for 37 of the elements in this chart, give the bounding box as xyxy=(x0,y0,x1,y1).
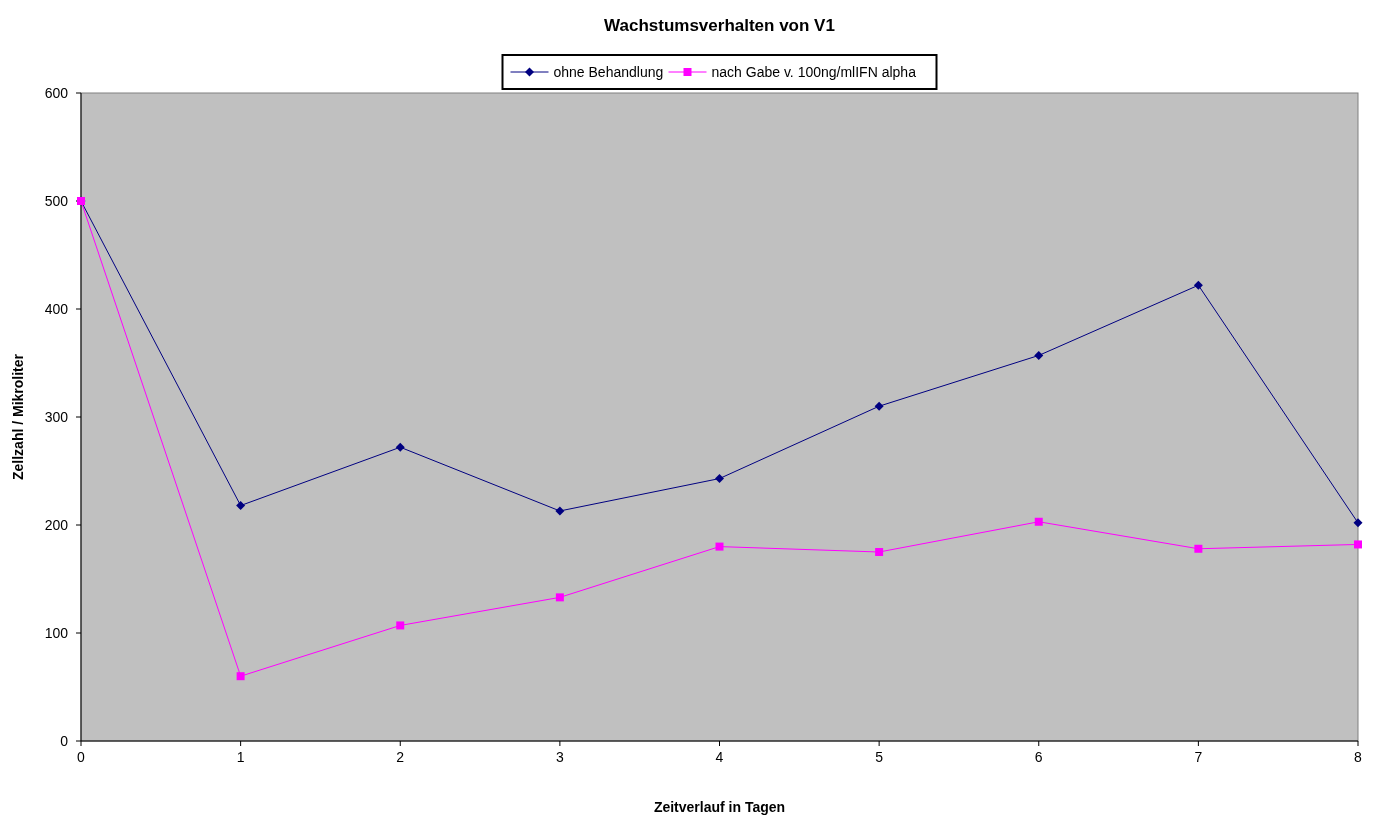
y-tick-label: 400 xyxy=(44,300,69,317)
point xyxy=(715,542,724,551)
point xyxy=(875,548,884,556)
point xyxy=(395,442,405,452)
point xyxy=(555,506,565,516)
y-tick-label: 200 xyxy=(44,516,69,533)
y-tick-label: 600 xyxy=(44,84,69,101)
point xyxy=(1034,350,1044,360)
point xyxy=(874,401,884,411)
point xyxy=(1193,280,1203,290)
point xyxy=(396,621,405,630)
x-tick-label: 5 xyxy=(875,749,884,765)
y-tick-label: 300 xyxy=(44,408,69,425)
point xyxy=(1034,517,1043,526)
legend-label: nach Gabe v. 100ng/mlIFN alpha xyxy=(711,63,917,80)
x-tick-label: 2 xyxy=(396,749,405,765)
x-tick-label: 8 xyxy=(1354,749,1363,765)
legend-label: ohne Behandlung xyxy=(553,63,664,80)
y-axis-title: Zellzahl / Mikroliter xyxy=(10,353,26,481)
x-tick-label: 7 xyxy=(1194,749,1203,765)
x-tick-label: 4 xyxy=(715,749,724,765)
y-tick-label: 100 xyxy=(44,624,69,641)
x-tick-label: 0 xyxy=(77,749,86,765)
y-tick-label: 500 xyxy=(44,192,69,209)
point xyxy=(1353,518,1363,528)
x-tick-label: 6 xyxy=(1034,749,1043,765)
chart-title: Wachstumsverhalten von V1 xyxy=(604,16,835,35)
point xyxy=(1194,544,1203,553)
y-tick-label: 0 xyxy=(60,732,69,749)
x-tick-label: 1 xyxy=(236,749,245,765)
x-tick-label: 3 xyxy=(555,749,564,765)
point xyxy=(236,501,246,511)
point xyxy=(236,672,245,681)
point xyxy=(555,593,564,602)
point xyxy=(715,474,724,484)
point xyxy=(1354,540,1362,549)
x-axis-title: Zeitverlauf in Tagen xyxy=(653,799,786,815)
